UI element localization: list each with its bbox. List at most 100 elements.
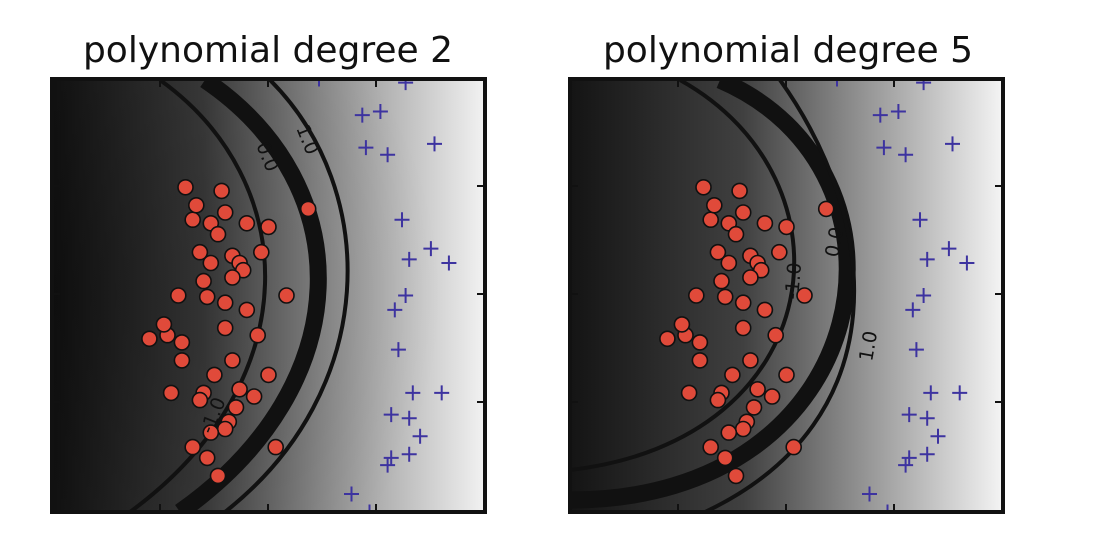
- class-plus-1-point: [401, 410, 417, 426]
- class-plus-1-point: [822, 537, 837, 542]
- class-plus-1-point: [304, 537, 319, 542]
- class-plus-1-point: [908, 342, 924, 358]
- class-plus-1-point: [829, 79, 845, 87]
- class-minus-1-point: [691, 334, 709, 351]
- class-minus-1-point: [202, 424, 220, 441]
- class-plus-1-point: [898, 457, 914, 473]
- class-plus-1-point: [912, 212, 928, 228]
- class-minus-1-point: [756, 301, 774, 319]
- class-plus-1-point: [354, 107, 370, 123]
- contour-minus-1: [570, 79, 797, 472]
- class-minus-1-point: [195, 272, 212, 290]
- class-minus-1-point: [720, 424, 738, 441]
- class-minus-1-point: [727, 225, 745, 243]
- class-plus-1-point: [930, 428, 946, 444]
- class-plus-1-point: [390, 342, 406, 358]
- class-minus-1-point: [224, 269, 241, 286]
- class-minus-1-point: [734, 420, 752, 438]
- class-plus-1-point: [383, 407, 399, 423]
- class-minus-1-point: [691, 352, 709, 369]
- class-minus-1-point: [702, 211, 720, 228]
- chart-title: polynomial degree 5: [603, 30, 973, 71]
- class-plus-1-point: [380, 147, 396, 163]
- contour-plus-1: [223, 79, 350, 512]
- class-minus-1-point: [724, 366, 741, 384]
- class-minus-1-point: [705, 197, 723, 214]
- class-plus-1-point: [398, 288, 414, 303]
- plot-area: -1.0 0.0 1.0: [52, 79, 485, 542]
- class-minus-1-point: [206, 366, 223, 384]
- class-plus-1-point: [434, 385, 450, 401]
- class-minus-1-point: [734, 319, 752, 337]
- class-plus-1-point: [344, 486, 359, 502]
- class-minus-1-point: [155, 316, 173, 333]
- class-minus-1-point: [716, 288, 734, 306]
- class-minus-1-point: [202, 254, 220, 272]
- class-plus-1-point: [952, 385, 968, 401]
- class-plus-1-point: [398, 79, 414, 91]
- class-minus-1-point: [742, 352, 759, 369]
- chart-degree-5: polynomial degree 5 -1.0 0.0 1.0: [568, 30, 1005, 542]
- class-plus-1-point: [423, 241, 439, 257]
- class-plus-1-point: [919, 446, 935, 462]
- class-minus-1-point: [162, 384, 180, 402]
- class-minus-1-point: [216, 319, 234, 337]
- contour-plus-1: [704, 79, 857, 512]
- class-plus-1-point: [880, 504, 895, 512]
- class-minus-1-point: [141, 330, 158, 348]
- class-minus-1-point: [695, 179, 712, 196]
- class-minus-1-point: [720, 254, 738, 272]
- class-plus-1-point: [383, 450, 399, 466]
- class-minus-1-point: [673, 316, 691, 333]
- class-plus-1-point: [380, 457, 396, 473]
- class-minus-1-point: [278, 287, 295, 304]
- class-plus-1-point: [441, 255, 457, 271]
- class-plus-1-point: [872, 107, 888, 123]
- contour-label-minus-1: -1.0: [781, 262, 806, 301]
- class-minus-1-point: [702, 438, 720, 456]
- class-minus-1-point: [216, 294, 234, 312]
- class-plus-1-point: [401, 446, 417, 462]
- class-minus-1-point: [749, 380, 766, 398]
- class-minus-1-point: [231, 380, 248, 398]
- class-minus-1-point: [731, 182, 748, 200]
- class-minus-1-point: [742, 269, 759, 286]
- class-minus-1-point: [191, 391, 209, 409]
- chart-degree-2: polynomial degree 2 -1.0 0.0 1.0: [50, 30, 487, 542]
- class-minus-1-point: [209, 467, 227, 485]
- data-points: [141, 79, 457, 542]
- class-plus-1-point: [862, 486, 877, 502]
- class-plus-1-point: [372, 104, 388, 119]
- class-plus-1-point: [959, 255, 975, 271]
- class-minus-1-point: [260, 366, 277, 384]
- class-minus-1-point: [767, 326, 785, 344]
- class-minus-1-point: [245, 388, 263, 405]
- class-minus-1-point: [198, 288, 216, 306]
- class-minus-1-point: [734, 294, 752, 312]
- class-minus-1-point: [734, 204, 752, 221]
- class-plus-1-point: [387, 302, 403, 318]
- class-plus-1-point: [890, 104, 906, 119]
- class-minus-1-point: [796, 287, 813, 304]
- contour-label-zero: 0.0: [821, 225, 848, 259]
- class-minus-1-point: [713, 272, 730, 290]
- class-minus-1-point: [173, 334, 191, 351]
- class-minus-1-point: [716, 449, 734, 467]
- class-plus-1-point: [876, 140, 892, 156]
- class-minus-1-point: [177, 179, 194, 196]
- class-plus-1-point: [311, 79, 327, 87]
- class-minus-1-point: [191, 243, 209, 261]
- class-minus-1-point: [745, 399, 763, 416]
- class-plus-1-point: [394, 212, 410, 228]
- chart-title: polynomial degree 2: [83, 30, 453, 71]
- class-plus-1-point: [362, 504, 377, 512]
- class-minus-1-point: [224, 352, 241, 369]
- class-minus-1-point: [188, 197, 205, 214]
- class-minus-1-point: [173, 352, 191, 369]
- class-minus-1-point: [659, 330, 676, 348]
- data-points: [659, 79, 975, 542]
- class-plus-1-point: [923, 385, 939, 401]
- contour-zero: [175, 79, 327, 512]
- class-minus-1-point: [184, 211, 201, 228]
